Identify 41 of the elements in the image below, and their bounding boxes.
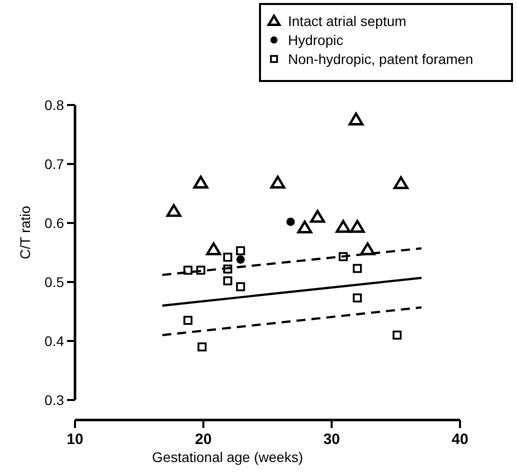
point <box>236 282 246 292</box>
x-tick-label: 30 <box>323 431 340 448</box>
point <box>338 252 348 262</box>
point <box>166 204 182 217</box>
point <box>270 176 286 189</box>
x-tick-label: 10 <box>66 431 84 448</box>
point <box>348 112 364 126</box>
point <box>183 316 192 325</box>
point <box>310 210 326 223</box>
point <box>223 276 232 286</box>
point <box>336 220 351 233</box>
legend-label: Hydropic <box>288 32 344 48</box>
point <box>360 242 376 256</box>
point <box>236 246 246 256</box>
y-axis-title: C/T ratio <box>17 206 33 260</box>
y-tick-label: 0.3 <box>44 392 64 408</box>
point <box>223 252 232 262</box>
point <box>206 242 222 256</box>
point <box>393 176 408 190</box>
y-tick-label: 0.6 <box>44 214 64 231</box>
x-tick-label: 20 <box>194 431 212 448</box>
x-tick-label: 40 <box>452 431 468 448</box>
point <box>236 255 245 264</box>
point <box>198 342 207 352</box>
y-tick-label: 0.7 <box>44 156 64 172</box>
point <box>183 266 192 275</box>
point <box>193 176 208 189</box>
point <box>286 218 295 226</box>
point <box>223 264 232 274</box>
point <box>352 264 362 273</box>
x-axis-title: Gestational age (weeks) <box>152 449 303 465</box>
point <box>392 330 402 340</box>
y-tick-label: 0.5 <box>44 274 64 290</box>
point <box>297 220 312 234</box>
legend-label: Non-hydropic, patent foramen <box>288 50 474 67</box>
point <box>352 293 362 302</box>
legend-label: Intact atrial septum <box>288 12 406 29</box>
y-tick-label: 0.4 <box>44 332 64 349</box>
y-tick-label: 0.8 <box>44 96 64 113</box>
point <box>196 266 206 275</box>
point <box>350 220 365 233</box>
